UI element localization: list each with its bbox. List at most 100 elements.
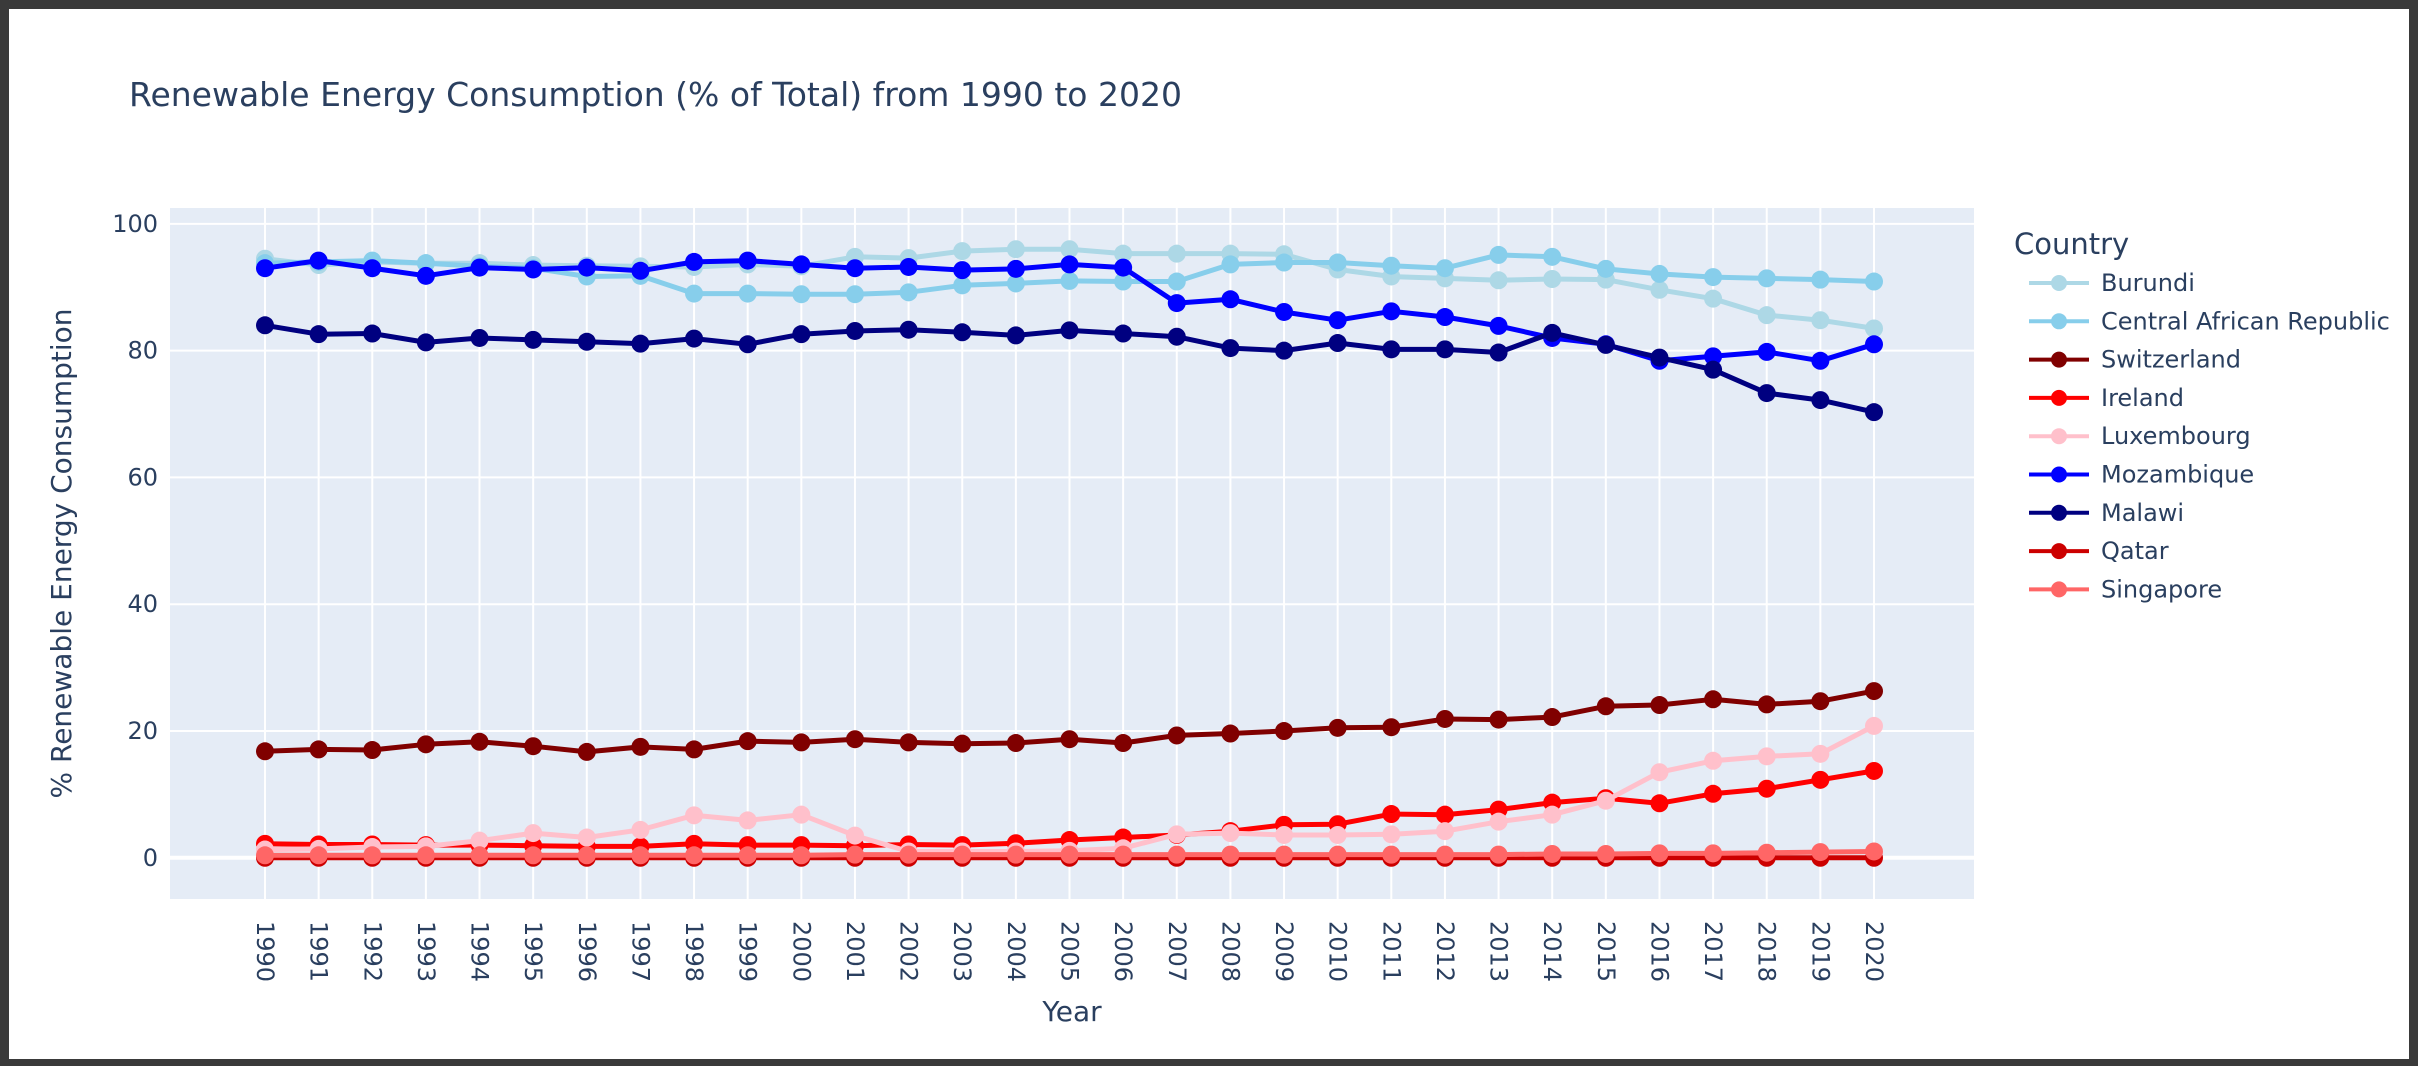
data-point[interactable] <box>1435 308 1454 327</box>
data-point[interactable] <box>524 846 543 865</box>
data-point[interactable] <box>1489 710 1508 729</box>
data-point[interactable] <box>1650 348 1669 367</box>
data-point[interactable] <box>470 831 489 850</box>
data-point[interactable] <box>845 845 864 864</box>
data-point[interactable] <box>1650 763 1669 782</box>
data-point[interactable] <box>685 740 704 759</box>
data-point[interactable] <box>1114 258 1133 277</box>
data-point[interactable] <box>1757 695 1776 714</box>
data-point[interactable] <box>577 828 596 847</box>
data-point[interactable] <box>1811 692 1830 711</box>
data-point[interactable] <box>1328 334 1347 353</box>
data-point[interactable] <box>416 846 435 865</box>
data-point[interactable] <box>1543 805 1562 824</box>
data-point[interactable] <box>1275 722 1294 741</box>
data-point[interactable] <box>631 334 650 353</box>
data-point[interactable] <box>1811 744 1830 763</box>
data-point[interactable] <box>577 258 596 277</box>
data-point[interactable] <box>1704 784 1723 803</box>
data-point[interactable] <box>256 742 274 761</box>
data-point[interactable] <box>1489 343 1508 362</box>
data-point[interactable] <box>953 242 972 261</box>
data-point[interactable] <box>1704 360 1723 379</box>
data-point[interactable] <box>1275 341 1294 360</box>
data-point[interactable] <box>1596 335 1615 354</box>
data-point[interactable] <box>1865 716 1883 735</box>
data-point[interactable] <box>845 285 864 304</box>
data-point[interactable] <box>1382 256 1401 275</box>
data-point[interactable] <box>577 846 596 865</box>
data-point[interactable] <box>953 323 972 342</box>
data-point[interactable] <box>1543 247 1562 266</box>
data-point[interactable] <box>363 324 382 343</box>
data-point[interactable] <box>1704 844 1723 863</box>
data-point[interactable] <box>953 261 972 280</box>
data-point[interactable] <box>524 330 543 349</box>
data-point[interactable] <box>1704 690 1723 709</box>
data-point[interactable] <box>1006 259 1025 278</box>
data-point[interactable] <box>1167 272 1186 291</box>
data-point[interactable] <box>577 332 596 351</box>
data-point[interactable] <box>1757 779 1776 798</box>
data-point[interactable] <box>1382 845 1401 864</box>
data-point[interactable] <box>363 846 382 865</box>
data-point[interactable] <box>363 259 382 278</box>
data-point[interactable] <box>1328 825 1347 844</box>
data-point[interactable] <box>685 806 704 825</box>
data-point[interactable] <box>792 805 811 824</box>
data-point[interactable] <box>1489 316 1508 335</box>
data-point[interactable] <box>845 826 864 845</box>
data-point[interactable] <box>256 316 274 335</box>
data-point[interactable] <box>524 824 543 843</box>
data-point[interactable] <box>1382 825 1401 844</box>
data-point[interactable] <box>577 742 596 761</box>
data-point[interactable] <box>1543 844 1562 863</box>
data-point[interactable] <box>1275 253 1294 272</box>
data-point[interactable] <box>1006 274 1025 293</box>
data-point[interactable] <box>524 260 543 279</box>
data-point[interactable] <box>1435 340 1454 359</box>
data-point[interactable] <box>1382 302 1401 321</box>
data-point[interactable] <box>899 845 918 864</box>
data-point[interactable] <box>1811 270 1830 289</box>
data-point[interactable] <box>1167 726 1186 745</box>
data-point[interactable] <box>1865 682 1883 701</box>
data-point[interactable] <box>1221 339 1240 358</box>
data-point[interactable] <box>1489 812 1508 831</box>
data-point[interactable] <box>685 284 704 303</box>
data-point[interactable] <box>309 325 328 344</box>
data-point[interactable] <box>1704 289 1723 308</box>
data-point[interactable] <box>1167 825 1186 844</box>
data-point[interactable] <box>792 285 811 304</box>
data-point[interactable] <box>470 258 489 277</box>
data-point[interactable] <box>1167 244 1186 263</box>
data-point[interactable] <box>1650 844 1669 863</box>
legend-item[interactable]: Qatar <box>2029 537 2169 565</box>
data-point[interactable] <box>416 266 435 285</box>
data-point[interactable] <box>1328 253 1347 272</box>
data-point[interactable] <box>1757 342 1776 361</box>
data-point[interactable] <box>1811 843 1830 862</box>
data-point[interactable] <box>1650 280 1669 299</box>
data-point[interactable] <box>1757 269 1776 288</box>
data-point[interactable] <box>1382 718 1401 737</box>
data-point[interactable] <box>416 254 435 273</box>
data-point[interactable] <box>685 252 704 271</box>
data-point[interactable] <box>845 259 864 278</box>
data-point[interactable] <box>1006 734 1025 753</box>
data-point[interactable] <box>1865 761 1883 780</box>
legend-item[interactable]: Switzerland <box>2029 346 2241 374</box>
data-point[interactable] <box>1275 845 1294 864</box>
data-point[interactable] <box>1060 730 1079 749</box>
data-point[interactable] <box>1006 326 1025 345</box>
data-point[interactable] <box>1167 294 1186 313</box>
data-point[interactable] <box>1060 255 1079 274</box>
data-point[interactable] <box>1114 244 1133 263</box>
data-point[interactable] <box>738 811 757 830</box>
data-point[interactable] <box>1435 845 1454 864</box>
data-point[interactable] <box>470 846 489 865</box>
data-point[interactable] <box>1382 805 1401 824</box>
data-point[interactable] <box>1596 259 1615 278</box>
data-point[interactable] <box>309 251 328 270</box>
data-point[interactable] <box>1060 240 1079 259</box>
